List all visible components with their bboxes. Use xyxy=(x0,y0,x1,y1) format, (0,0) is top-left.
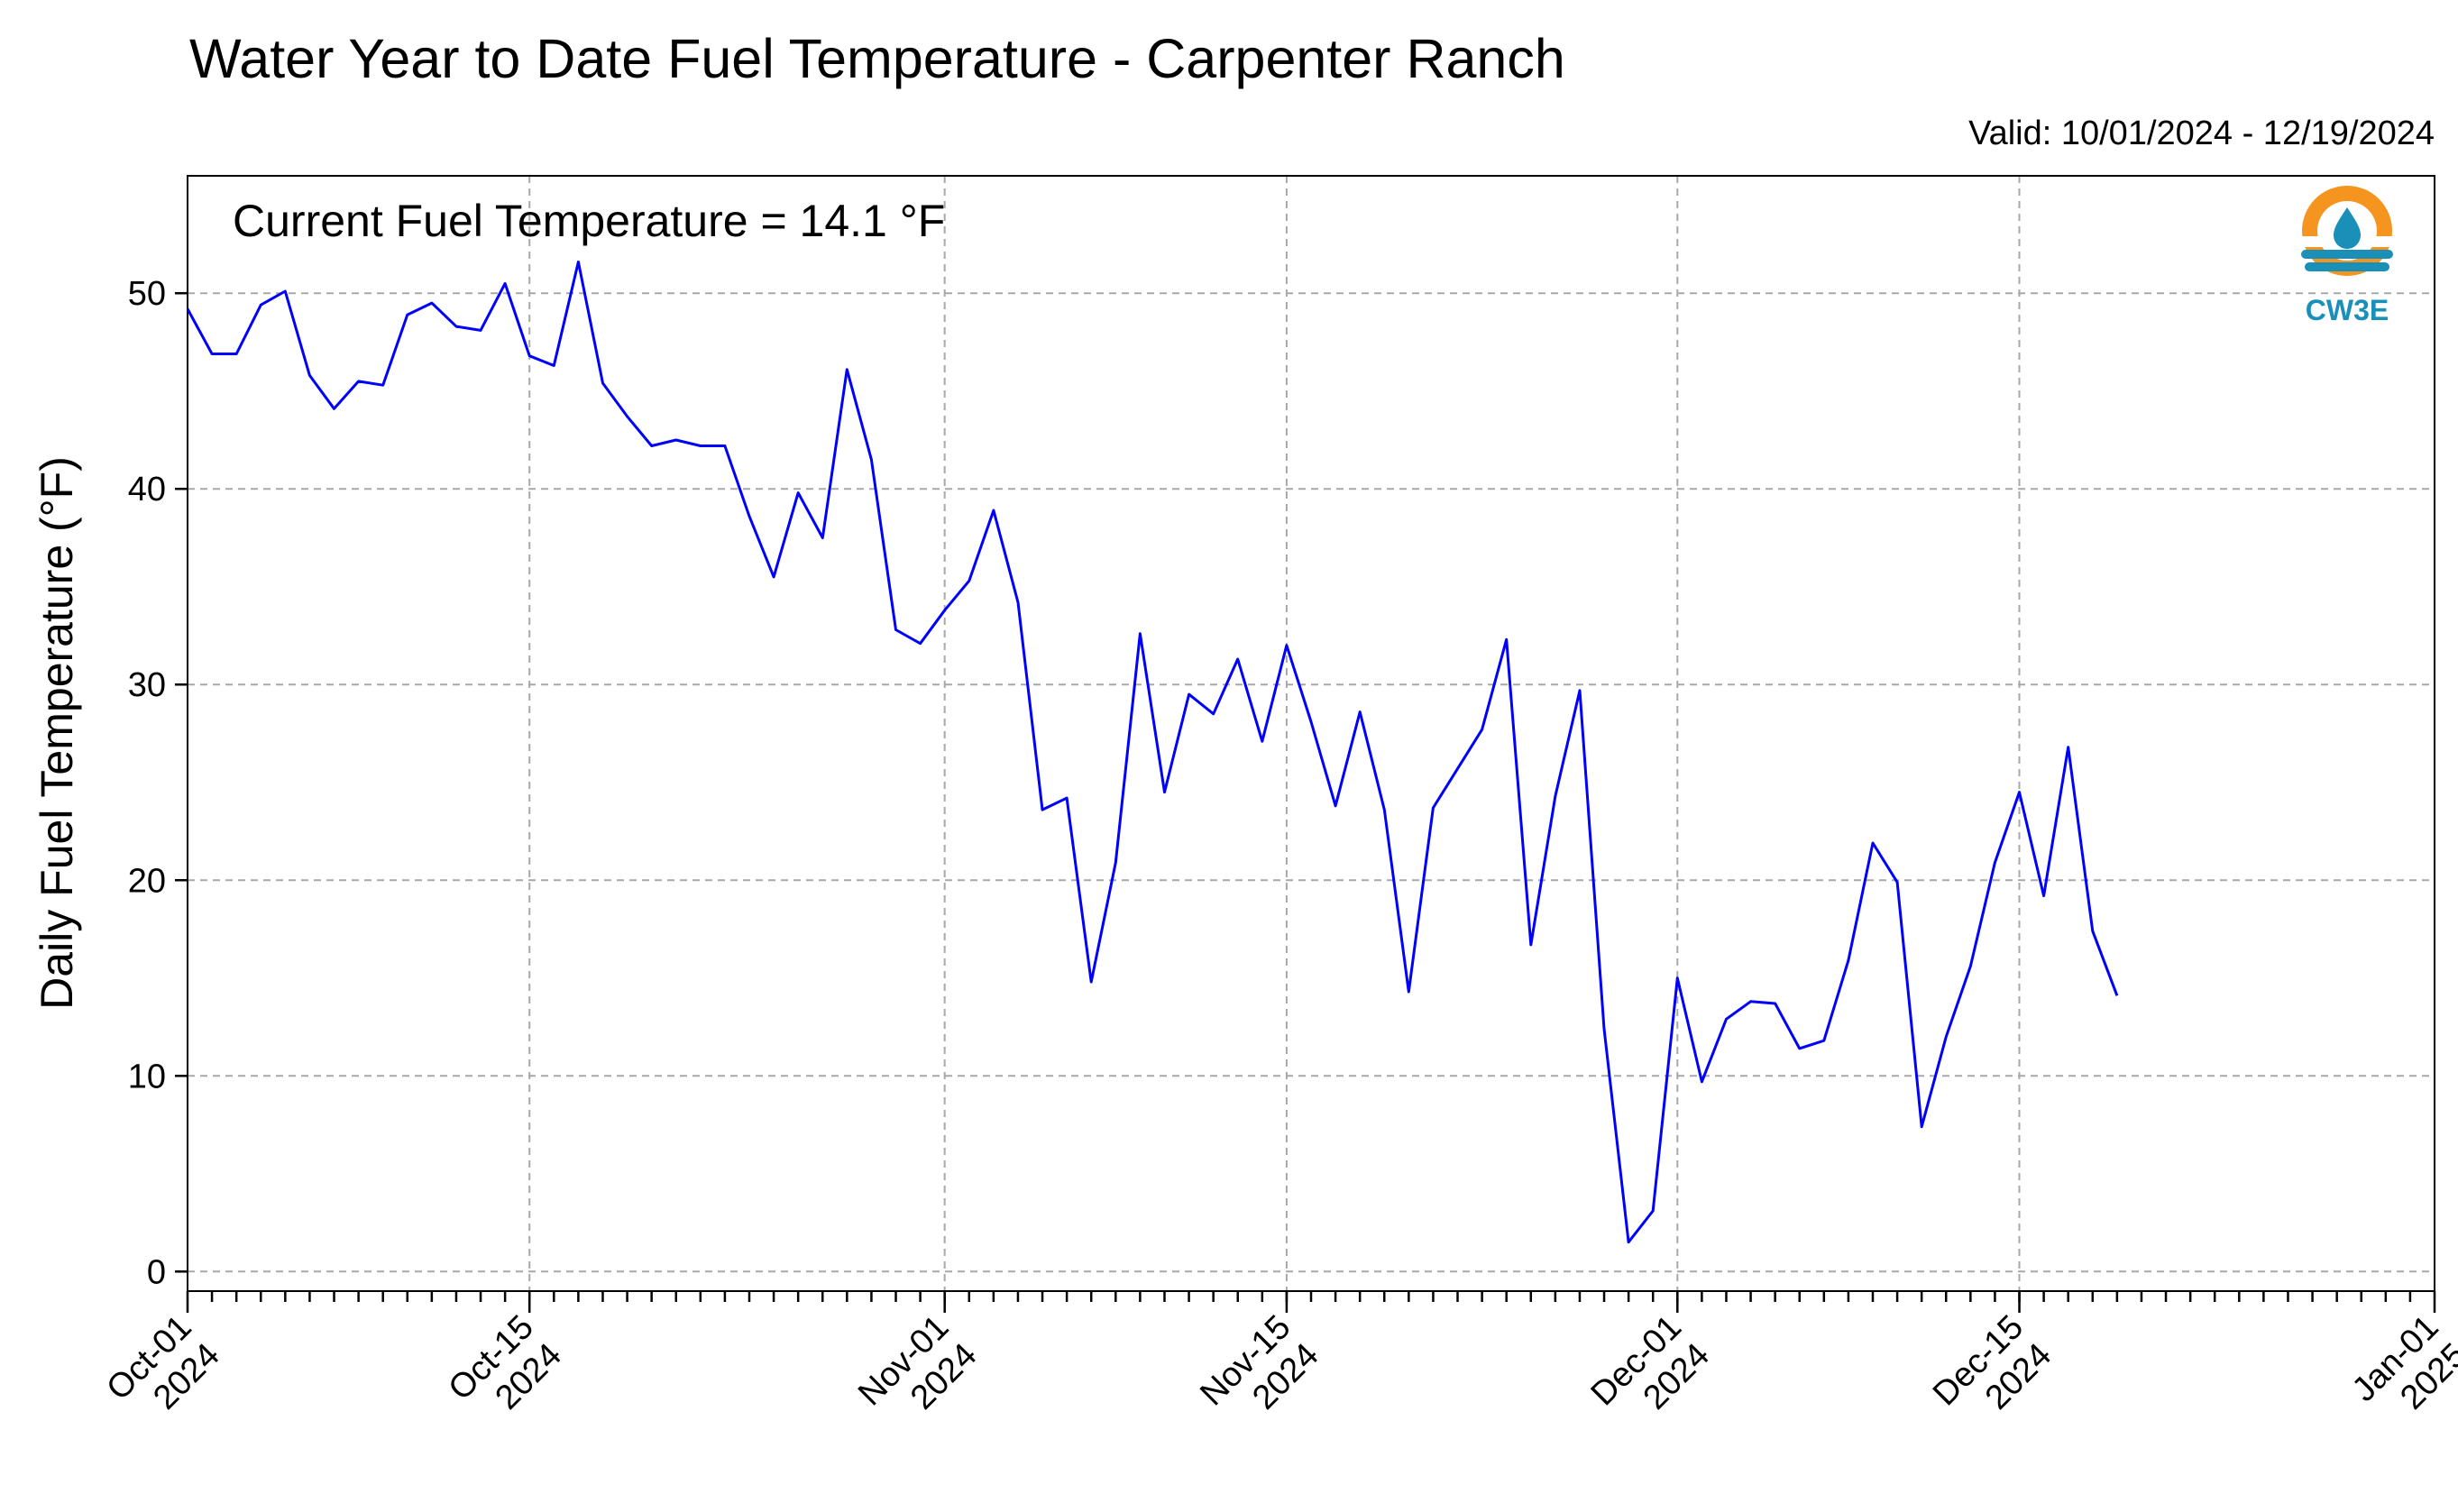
fuel-temperature-line xyxy=(186,261,2119,1244)
current-fuel-temperature-annotation: Current Fuel Temperature = 14.1 °F xyxy=(233,196,945,246)
y-tick-label: 10 xyxy=(128,1058,166,1095)
logo-text: CW3E xyxy=(2306,294,2389,326)
series-layer xyxy=(186,261,2119,1244)
logo-waves xyxy=(2301,250,2393,271)
y-tick-label: 30 xyxy=(128,666,166,704)
y-tick-label: 50 xyxy=(128,275,166,313)
valid-date-range: Valid: 10/01/2024 - 12/19/2024 xyxy=(1968,115,2435,152)
water-drop-icon xyxy=(2334,207,2361,249)
cw3e-logo: CW3E xyxy=(2300,186,2394,326)
y-tick-label: 0 xyxy=(147,1253,166,1291)
y-tick-label: 40 xyxy=(128,471,166,509)
grid-lines xyxy=(188,176,2435,1291)
chart-title: Water Year to Date Fuel Temperature - Ca… xyxy=(189,28,1565,89)
y-axis-label: Daily Fuel Temperature (°F) xyxy=(32,456,82,1010)
y-tick-label: 20 xyxy=(128,862,166,900)
